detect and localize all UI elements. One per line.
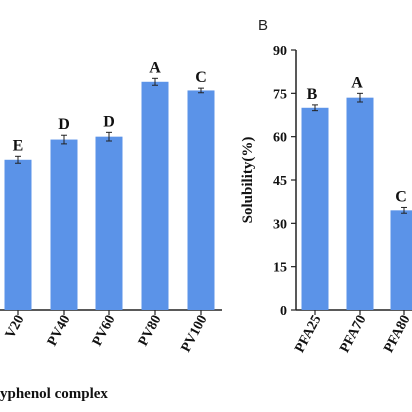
panel-b-tick-label: PFA70 [337, 313, 369, 356]
panel-a-tick-label: PV80 [136, 313, 165, 349]
panel-a-chart: E V20 D PV40 D PV60 A PV80 C PV100 yphenol complex [0, 59, 222, 402]
panel-a-significance-letter: E [13, 137, 24, 154]
panel-a-tick-label: PV40 [45, 313, 74, 349]
panel-b-y-label: Solubility(%) [240, 137, 256, 224]
panel-b-significance-letter: A [351, 74, 363, 91]
panel-a-tick-label: V20 [3, 313, 28, 341]
panel-a-tick-label: PV60 [90, 313, 119, 349]
panel-b-bar [390, 210, 412, 310]
panel-b-y-tick-label: 0 [280, 304, 287, 319]
panel-a-significance-letter: D [103, 113, 115, 130]
panel-b-tick-label: PFA25 [292, 313, 324, 356]
panel-a-tick-label: PV100 [179, 313, 211, 355]
panel-b-y-tick-label: 75 [273, 87, 287, 102]
panel-a-significance-letter: D [58, 116, 70, 133]
panel-b-y-tick-label: 30 [273, 217, 287, 232]
panel-a-significance-letter: A [149, 59, 161, 76]
panel-a-bar [50, 139, 78, 310]
panel-a-bar [95, 136, 123, 310]
panel-a-significance-letter: C [195, 69, 207, 86]
panel-a-x-label: yphenol complex [0, 386, 108, 402]
panel-b-letter: B [258, 17, 268, 34]
panel-b-tick-label: PFA80 [381, 313, 412, 356]
panel-b-y-tick-label: 45 [273, 174, 287, 189]
panel-b-y-tick-label: 15 [273, 261, 287, 276]
panel-a-bar [187, 90, 215, 310]
panel-b-bar [301, 107, 329, 311]
panel-b-y-tick-label: 60 [273, 131, 287, 146]
panel-b-y-tick-label: 90 [273, 44, 287, 59]
panel-b-bar [346, 97, 374, 311]
panel-b-significance-letter: C [395, 188, 407, 205]
panel-a-bar [141, 81, 169, 311]
panel-b-significance-letter: B [307, 86, 318, 103]
panel-a-bar [4, 159, 32, 310]
panel-b-chart: 0 15 30 45 60 75 90 Solubility(%) B PFA25 A PFA70 C P… [240, 44, 412, 355]
